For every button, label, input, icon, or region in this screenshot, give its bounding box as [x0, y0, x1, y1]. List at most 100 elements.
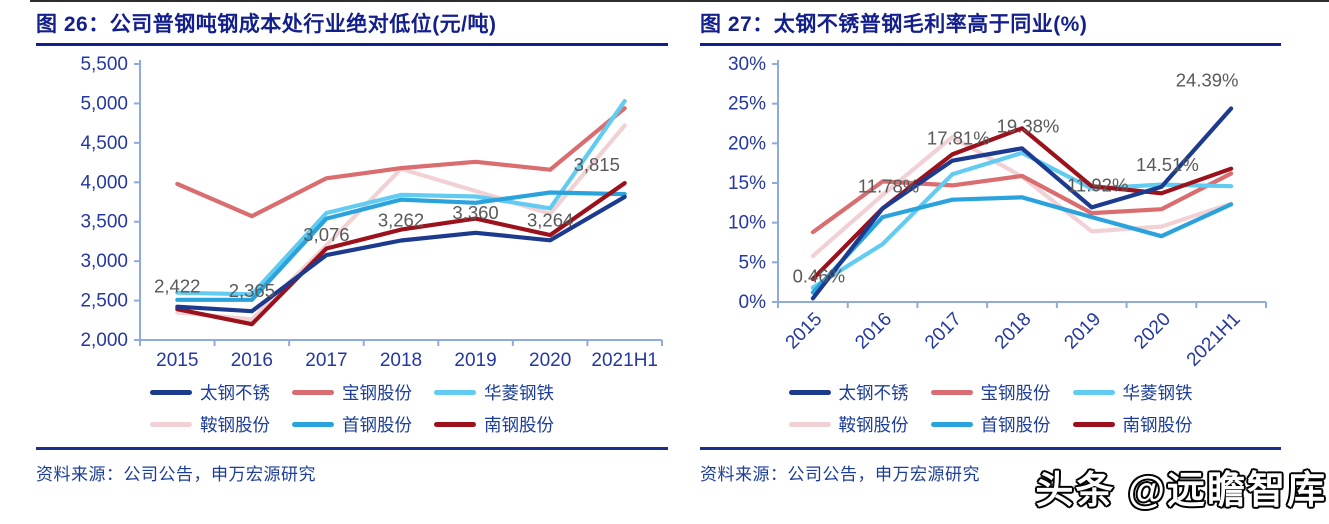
legend-label: 宝钢股份	[980, 383, 1051, 403]
svg-text:2016: 2016	[231, 350, 273, 371]
series-太钢不锈	[175, 194, 627, 314]
figure-26-source-note: 资料来源：公司公告，申万宏源研究	[36, 465, 316, 484]
svg-text:0.46%: 0.46%	[793, 265, 845, 286]
legend-label: 太钢不锈	[838, 383, 909, 403]
svg-text:3,262: 3,262	[378, 209, 424, 230]
svg-text:11.92%: 11.92%	[1067, 174, 1128, 195]
svg-text:2,365: 2,365	[229, 280, 275, 301]
legend-label: 鞍钢股份	[838, 415, 909, 435]
legend-line-swatch	[292, 422, 334, 427]
svg-text:30%: 30%	[728, 54, 766, 75]
legend-line-swatch	[434, 422, 476, 427]
svg-text:3,000: 3,000	[80, 251, 128, 272]
legend-item-首钢股份: 首钢股份	[292, 412, 412, 437]
legend-line-swatch	[930, 390, 973, 395]
legend-row: 鞍钢股份 首钢股份 南钢股份	[778, 412, 1204, 437]
figure-27-legend: 太钢不锈 宝钢股份 华菱钢铁鞍钢股份 首钢股份 南钢股份	[700, 380, 1281, 437]
svg-text:10%: 10%	[728, 213, 766, 234]
svg-text:2021H1: 2021H1	[1183, 309, 1245, 371]
svg-text:4,000: 4,000	[80, 172, 128, 193]
legend-line-swatch	[930, 422, 973, 427]
svg-text:2017: 2017	[305, 350, 347, 371]
svg-text:19.38%: 19.38%	[997, 115, 1060, 136]
svg-text:15%: 15%	[728, 173, 766, 194]
figure-27-title-underline	[700, 43, 1281, 46]
svg-text:2019: 2019	[1061, 309, 1106, 354]
figure-26-footer-rule	[36, 447, 668, 450]
legend-row: 太钢不锈 宝钢股份 华菱钢铁	[139, 380, 565, 405]
figure-26-legend: 太钢不锈 宝钢股份 华菱钢铁鞍钢股份 首钢股份 南钢股份	[36, 380, 668, 437]
figure-26-footer: 资料来源：公司公告，申万宏源研究	[36, 447, 668, 485]
data-point-labels: 2,422 2,365 3,076 3,262 3,360 3,264 3,815	[154, 154, 620, 301]
legend-item-宝钢股份: 宝钢股份	[930, 380, 1051, 405]
svg-text:14.51%: 14.51%	[1136, 154, 1199, 175]
legend-label: 华菱钢铁	[1122, 383, 1193, 403]
svg-text:2019: 2019	[454, 350, 496, 371]
svg-text:3,264: 3,264	[527, 209, 573, 230]
watermark: 头条 @远瞻智库	[1035, 470, 1327, 512]
svg-text:20%: 20%	[728, 133, 766, 154]
legend-label: 南钢股份	[484, 415, 554, 435]
legend-line-swatch	[788, 390, 831, 395]
series-太钢不锈	[810, 106, 1234, 301]
legend-row: 太钢不锈 宝钢股份 华菱钢铁	[778, 380, 1204, 405]
top-divider-line	[30, 0, 1329, 2]
svg-text:2015: 2015	[782, 309, 827, 354]
svg-text:3,815: 3,815	[574, 154, 620, 175]
series-华菱钢铁	[175, 98, 627, 297]
legend-label: 鞍钢股份	[200, 415, 270, 435]
figure-26-panel: 图 26：公司普钢吨钢成本处行业绝对低位(元/吨) 2,000 2,500 3,00…	[0, 0, 680, 485]
series-宝钢股份	[810, 171, 1234, 235]
svg-text:2017: 2017	[921, 309, 966, 354]
legend-row: 鞍钢股份 首钢股份 南钢股份	[139, 412, 565, 437]
report-figures-row: 图 26：公司普钢吨钢成本处行业绝对低位(元/吨) 2,000 2,500 3,00…	[0, 0, 1281, 485]
legend-item-南钢股份: 南钢股份	[434, 412, 554, 437]
series-宝钢股份	[175, 106, 627, 219]
data-point-labels: 0.46% 11.78% 17.81% 19.38% 11.92% 14.51% 24.39…	[793, 70, 1239, 287]
svg-text:17.81%: 17.81%	[927, 128, 990, 149]
series-首钢股份	[175, 190, 627, 302]
legend-line-swatch	[1072, 422, 1115, 427]
svg-text:5,500: 5,500	[80, 54, 128, 75]
svg-text:2021H1: 2021H1	[591, 350, 658, 371]
legend-item-首钢股份: 首钢股份	[930, 412, 1051, 437]
svg-text:2,000: 2,000	[80, 330, 128, 351]
legend-label: 宝钢股份	[342, 383, 412, 403]
gross-margin-line-chart: 0%5%10%15%20%25%30%2015 2016 2017 2018 2019 2…	[728, 54, 1267, 371]
svg-text:5%: 5%	[739, 252, 767, 273]
figure-26-title: 图 26：公司普钢吨钢成本处行业绝对低位(元/吨)	[36, 13, 497, 36]
figure-26-title-underline	[36, 43, 668, 46]
legend-label: 南钢股份	[1122, 415, 1193, 435]
svg-text:11.78%: 11.78%	[858, 176, 919, 197]
svg-text:25%: 25%	[728, 94, 766, 115]
legend-item-华菱钢铁: 华菱钢铁	[434, 380, 554, 405]
axes	[134, 60, 663, 346]
svg-text:2020: 2020	[529, 350, 571, 371]
legend-label: 首钢股份	[342, 415, 412, 435]
y-tick-labels: 2,000 2,500 3,000 3,500 4,000 4,500 5,000 5,500	[80, 54, 128, 351]
y-tick-labels: 0% 5% 10% 15% 20% 25% 30%	[728, 54, 766, 313]
legend-item-太钢不锈: 太钢不锈	[150, 380, 270, 405]
figure-27-title: 图 27：太钢不锈普钢毛利率高于同业(%)	[700, 13, 1088, 36]
svg-text:2018: 2018	[991, 309, 1036, 354]
legend-item-宝钢股份: 宝钢股份	[292, 380, 412, 405]
svg-text:2,500: 2,500	[80, 291, 128, 312]
svg-text:4,500: 4,500	[80, 133, 128, 154]
legend-label: 华菱钢铁	[484, 383, 554, 403]
axes	[772, 60, 1267, 308]
legend-line-swatch	[434, 390, 476, 395]
x-tick-labels: 2015 2016 2017 2018 2019 2020 2021H1	[156, 350, 658, 371]
x-tick-labels: 2015 2016 2017 2018 2019 2020 2021H1	[782, 309, 1245, 371]
legend-item-鞍钢股份: 鞍钢股份	[788, 412, 909, 437]
series-lines	[810, 106, 1234, 301]
svg-text:2015: 2015	[156, 350, 198, 371]
legend-label: 首钢股份	[980, 415, 1051, 435]
svg-text:2020: 2020	[1130, 309, 1175, 354]
figure-27-footer-rule	[700, 447, 1281, 450]
series-lines	[175, 98, 627, 327]
legend-item-华菱钢铁: 华菱钢铁	[1072, 380, 1193, 405]
series-首钢股份	[810, 195, 1234, 295]
svg-text:3,076: 3,076	[303, 224, 349, 245]
legend-line-swatch	[150, 422, 192, 427]
svg-text:5,000: 5,000	[80, 93, 128, 114]
